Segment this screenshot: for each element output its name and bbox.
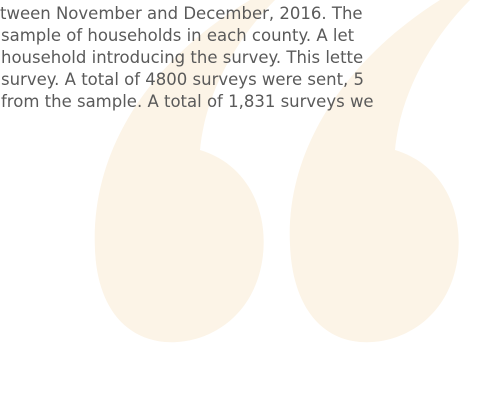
page: tween November and December, 2016. The sa…	[0, 0, 504, 415]
text-line: sample of households in each county. A l…	[1, 26, 355, 45]
text-line: household introducing the survey. This l…	[1, 48, 363, 67]
text-line: from the sample. A total of 1,831 survey…	[1, 92, 374, 111]
quote-block: tween November and December, 2016. The sa…	[0, 0, 504, 415]
text-line: survey. A total of 4800 surveys were sen…	[1, 70, 364, 89]
text-line: tween November and December, 2016. The	[0, 4, 363, 23]
paragraph: tween November and December, 2016. The sa…	[0, 4, 374, 111]
